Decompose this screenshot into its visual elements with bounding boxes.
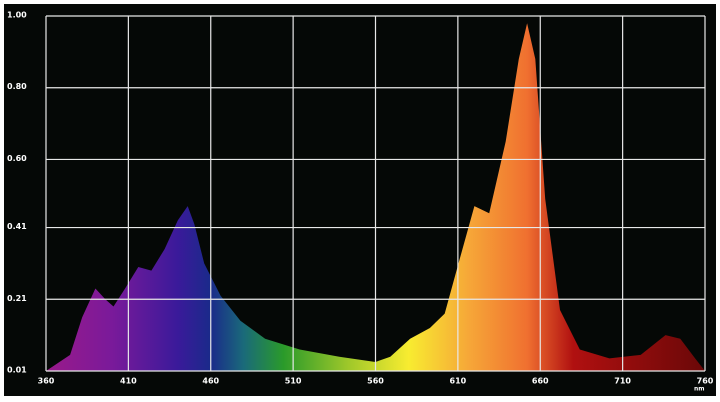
x-axis-label: nm (694, 386, 705, 393)
y-tick-label: 0.21 (7, 294, 27, 303)
y-tick-label: 0.80 (7, 82, 27, 91)
y-tick-label: 1.00 (7, 11, 27, 20)
x-tick-label: 460 (202, 377, 219, 386)
x-tick-label: 610 (450, 377, 467, 386)
x-tick-label: 410 (120, 377, 137, 386)
x-tick-label: 660 (532, 377, 549, 386)
y-tick-label: 0.01 (7, 366, 27, 375)
x-tick-label: 760 (697, 377, 714, 386)
x-tick-label: 360 (38, 377, 55, 386)
x-tick-label: 710 (614, 377, 631, 386)
y-tick-label: 0.41 (7, 222, 27, 231)
x-tick-label: 510 (285, 377, 302, 386)
y-tick-label: 0.60 (7, 154, 27, 163)
x-tick-label: 560 (367, 377, 384, 386)
